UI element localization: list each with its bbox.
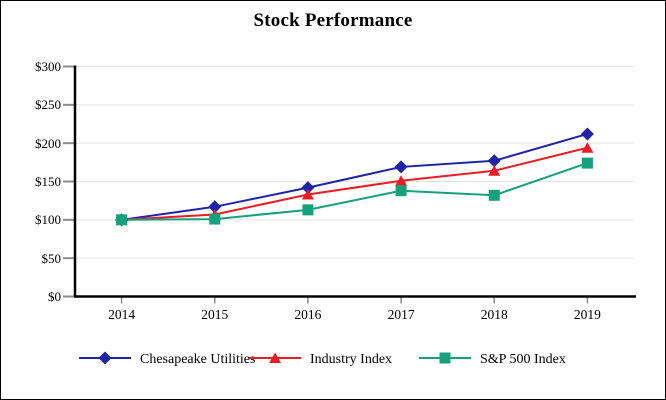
legend-label: S&P 500 Index bbox=[480, 352, 566, 367]
series-line-s-p-500-index bbox=[121, 162, 588, 221]
square-swatch-glyph bbox=[419, 352, 471, 363]
data-point-triangle-2018 bbox=[488, 165, 501, 176]
y-axis-tick-label: $300 bbox=[35, 59, 61, 74]
data-point-diamond-2016 bbox=[301, 181, 315, 195]
x-axis-tick-label: 2017 bbox=[387, 307, 415, 322]
legend-diamond-marker-icon bbox=[79, 350, 131, 371]
data-point-square-2019 bbox=[581, 157, 593, 169]
y-axis-tick-label: $200 bbox=[35, 135, 61, 151]
data-point-triangle-2016 bbox=[301, 189, 314, 200]
x-axis-tick-label: 2018 bbox=[480, 307, 508, 322]
data-point-square-2015 bbox=[209, 213, 221, 225]
data-point-square-2018 bbox=[488, 189, 500, 201]
data-point-diamond-2017 bbox=[394, 160, 408, 174]
data-point-square-2014 bbox=[116, 214, 128, 226]
legend-square-marker-icon bbox=[419, 350, 471, 371]
y-axis-tick-label: $0 bbox=[48, 289, 61, 304]
data-point-diamond-2019 bbox=[580, 127, 594, 141]
x-axis-tick-label: 2015 bbox=[201, 307, 229, 322]
series-line-industry-index bbox=[121, 146, 588, 221]
data-point-diamond-2018 bbox=[487, 154, 501, 168]
y-axis-tick-label: $150 bbox=[35, 174, 61, 189]
legend-label: Chesapeake Utilities bbox=[140, 352, 256, 367]
series-line-chesapeake-utilities bbox=[121, 133, 588, 221]
triangle-swatch-glyph bbox=[249, 352, 301, 363]
x-axis-tick-label: 2014 bbox=[108, 307, 136, 322]
data-point-square-2016 bbox=[302, 204, 314, 216]
chart-title: Stock Performance bbox=[253, 10, 413, 31]
x-axis-tick-label: 2016 bbox=[294, 307, 322, 322]
legend-label: Industry Index bbox=[310, 352, 393, 367]
y-axis-tick-label: $250 bbox=[35, 97, 61, 113]
diamond-swatch-glyph bbox=[79, 351, 131, 364]
y-axis-tick-label: $100 bbox=[35, 212, 61, 228]
data-point-diamond-2015 bbox=[208, 200, 222, 214]
data-point-square-2017 bbox=[395, 185, 407, 197]
data-point-triangle-2019 bbox=[581, 142, 594, 153]
x-axis-tick-label: 2019 bbox=[573, 307, 601, 322]
legend: Chesapeake Utilities Industry Index S&P … bbox=[1, 350, 665, 374]
legend-item-industry-index: Industry Index bbox=[249, 350, 392, 370]
data-point-triangle-2017 bbox=[395, 175, 408, 186]
y-axis-tick-label: $50 bbox=[41, 250, 62, 266]
legend-item-sp500-index: S&P 500 Index bbox=[419, 350, 566, 370]
legend-item-chesapeake-utilities: Chesapeake Utilities bbox=[79, 350, 255, 370]
legend-triangle-marker-icon bbox=[249, 350, 301, 371]
